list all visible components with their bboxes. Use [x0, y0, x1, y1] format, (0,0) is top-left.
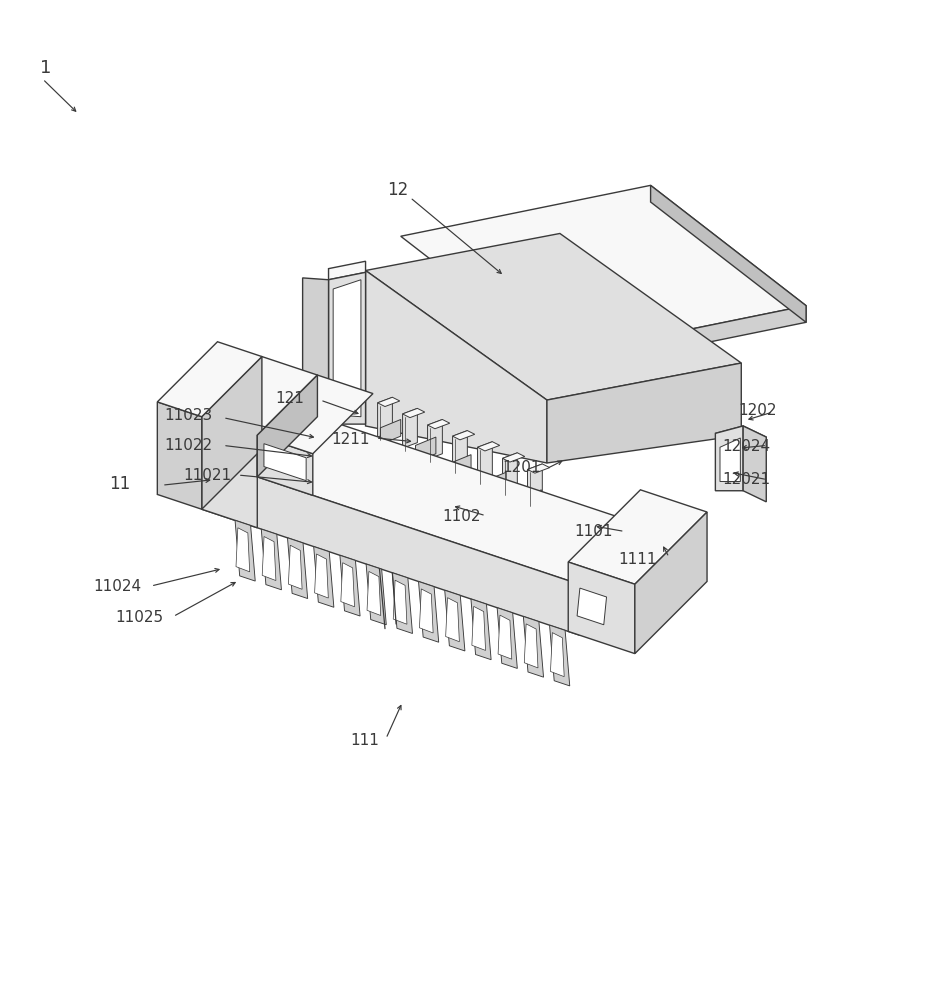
Polygon shape [257, 375, 317, 477]
Text: 1102: 1102 [442, 509, 481, 524]
Polygon shape [471, 599, 492, 660]
Polygon shape [568, 490, 707, 584]
Polygon shape [366, 564, 386, 625]
Polygon shape [446, 598, 459, 642]
Text: 1111: 1111 [618, 552, 656, 567]
Polygon shape [202, 357, 317, 435]
Polygon shape [528, 464, 549, 473]
Polygon shape [577, 588, 606, 625]
Polygon shape [503, 453, 525, 462]
Polygon shape [635, 512, 707, 654]
Polygon shape [341, 563, 355, 607]
Polygon shape [157, 342, 262, 417]
Polygon shape [340, 555, 360, 616]
Polygon shape [393, 580, 407, 624]
Polygon shape [366, 270, 546, 463]
Text: 11025: 11025 [115, 610, 164, 625]
Polygon shape [743, 426, 766, 502]
Text: 121: 121 [276, 391, 304, 406]
Polygon shape [202, 357, 262, 509]
Polygon shape [400, 185, 806, 357]
Polygon shape [472, 606, 486, 650]
Polygon shape [235, 520, 255, 581]
Polygon shape [550, 633, 564, 677]
Polygon shape [202, 398, 640, 584]
Text: 12021: 12021 [722, 472, 771, 487]
Polygon shape [715, 426, 743, 491]
Polygon shape [289, 545, 302, 589]
Polygon shape [445, 590, 465, 651]
Polygon shape [556, 306, 806, 373]
Polygon shape [202, 417, 257, 528]
Polygon shape [329, 261, 366, 280]
Polygon shape [236, 528, 250, 572]
Text: 111: 111 [350, 733, 379, 748]
Polygon shape [451, 455, 471, 480]
Polygon shape [549, 625, 570, 686]
Polygon shape [498, 615, 512, 659]
Polygon shape [478, 442, 492, 481]
Polygon shape [715, 426, 766, 444]
Polygon shape [329, 272, 366, 424]
Text: 1201: 1201 [503, 460, 541, 475]
Polygon shape [392, 573, 412, 633]
Text: 11023: 11023 [165, 408, 213, 423]
Polygon shape [333, 280, 361, 417]
Polygon shape [262, 529, 281, 590]
Text: 1211: 1211 [331, 432, 370, 447]
Polygon shape [378, 397, 392, 437]
Polygon shape [420, 589, 433, 633]
Polygon shape [568, 562, 635, 654]
Text: 11024: 11024 [93, 579, 142, 594]
Polygon shape [415, 437, 436, 462]
Polygon shape [378, 397, 399, 407]
Text: 1202: 1202 [738, 403, 777, 418]
Polygon shape [263, 444, 306, 481]
Polygon shape [579, 524, 640, 635]
Text: 11021: 11021 [183, 468, 232, 483]
Polygon shape [402, 408, 417, 448]
Text: 12024: 12024 [722, 439, 771, 454]
Polygon shape [314, 547, 334, 607]
Polygon shape [366, 233, 741, 400]
Text: 11: 11 [109, 475, 130, 493]
Polygon shape [478, 442, 500, 451]
Polygon shape [720, 438, 740, 481]
Polygon shape [419, 582, 439, 642]
Text: 12: 12 [387, 181, 408, 199]
Polygon shape [651, 185, 806, 322]
Polygon shape [202, 458, 579, 635]
Polygon shape [257, 435, 313, 495]
Polygon shape [157, 402, 202, 509]
Polygon shape [263, 536, 276, 581]
Polygon shape [257, 375, 373, 454]
Polygon shape [452, 431, 475, 440]
Text: 11022: 11022 [165, 438, 213, 453]
Polygon shape [523, 616, 544, 677]
Polygon shape [303, 278, 329, 424]
Polygon shape [486, 472, 506, 497]
Text: 1: 1 [40, 59, 51, 77]
Polygon shape [367, 571, 381, 615]
Polygon shape [427, 419, 442, 459]
Polygon shape [521, 490, 542, 515]
Polygon shape [381, 419, 400, 444]
Polygon shape [546, 363, 741, 463]
Polygon shape [503, 453, 518, 493]
Polygon shape [497, 608, 518, 668]
Polygon shape [288, 538, 307, 599]
Polygon shape [528, 464, 543, 504]
Polygon shape [524, 624, 538, 668]
Polygon shape [427, 419, 450, 429]
Text: 1101: 1101 [574, 524, 614, 539]
Polygon shape [402, 408, 425, 418]
Polygon shape [452, 431, 467, 470]
Polygon shape [315, 554, 329, 598]
